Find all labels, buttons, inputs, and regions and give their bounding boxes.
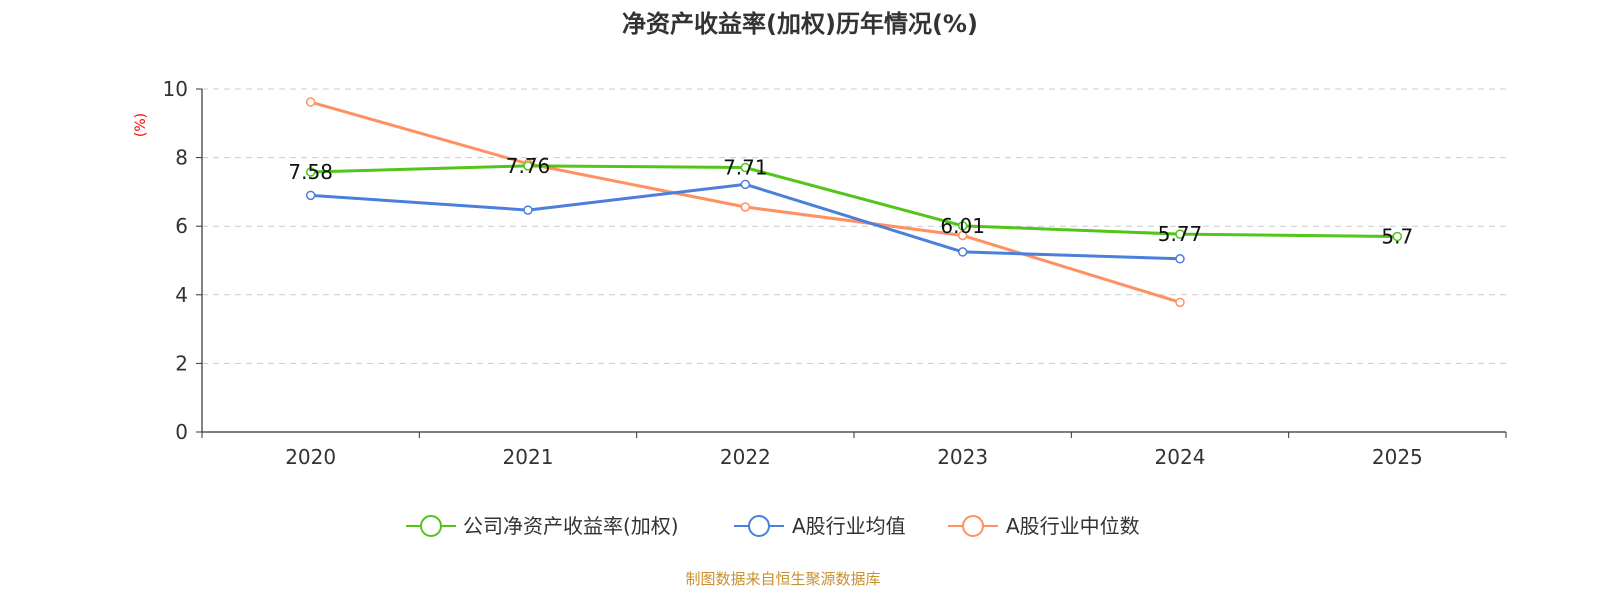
x-tick-label: 2021 <box>503 445 554 469</box>
x-tick-label: 2022 <box>720 445 771 469</box>
series-line-0 <box>310 164 1398 238</box>
chart-title: 净资产收益率(加权)历年情况(%) <box>622 10 978 38</box>
data-label: 6.01 <box>940 214 985 238</box>
data-label: 7.71 <box>723 156 768 180</box>
legend-marker <box>420 515 442 537</box>
legend-marker <box>748 515 770 537</box>
y-tick-label: 4 <box>175 283 188 307</box>
axes: 0 2 4 6 8 10 2020 2021 2022 2023 2024 2025 <box>163 77 1507 469</box>
data-point-1 <box>1175 254 1185 264</box>
data-point-0 <box>305 167 316 177</box>
grid <box>202 88 1506 364</box>
data-point-0 <box>523 161 533 171</box>
x-tick-label: 2025 <box>1372 445 1423 469</box>
legend-label: A股行业均值 <box>792 514 906 538</box>
series-line-1 <box>310 182 1181 261</box>
data-label: 5.77 <box>1158 222 1203 246</box>
data-point-0 <box>957 221 968 231</box>
legend[interactable]: 公司净资产收益率(加权) A股行业均值 A股行业中位数 <box>406 514 1140 538</box>
data-point-0 <box>740 162 751 173</box>
y-tick-label: 2 <box>175 351 188 375</box>
data-label: 7.58 <box>288 160 333 184</box>
data-point-2 <box>957 230 968 241</box>
x-tick-label: 2020 <box>285 445 336 469</box>
y-tick-label: 10 <box>163 77 188 101</box>
data-point-2 <box>305 97 316 107</box>
series-line-2 <box>310 100 1181 304</box>
y-tick-label: 8 <box>175 146 188 170</box>
x-tick-label: 2024 <box>1155 445 1206 469</box>
legend-marker <box>962 515 984 537</box>
y-axis-label: (%) <box>133 113 149 137</box>
legend-label: 公司净资产收益率(加权) <box>463 514 679 538</box>
data-label: 5.7 <box>1381 224 1413 248</box>
data-labels: 7.58 7.76 7.71 6.01 5.77 5.7 <box>288 154 1413 249</box>
data-point-2 <box>740 202 751 212</box>
data-point-0 <box>1175 229 1185 239</box>
legend-label: A股行业中位数 <box>1006 514 1140 538</box>
data-point-1 <box>305 190 316 201</box>
source-note: 制图数据来自恒生聚源数据库 <box>685 570 880 588</box>
data-point-0 <box>1392 231 1403 242</box>
data-point-1 <box>523 205 533 215</box>
data-point-1 <box>957 247 968 257</box>
series-group <box>305 97 1403 308</box>
y-tick-label: 6 <box>175 214 188 238</box>
data-label: 7.76 <box>506 154 551 178</box>
data-point-2 <box>1175 297 1185 308</box>
y-tick-label: 0 <box>175 420 188 444</box>
x-tick-label: 2023 <box>937 445 988 469</box>
data-point-1 <box>740 179 751 190</box>
